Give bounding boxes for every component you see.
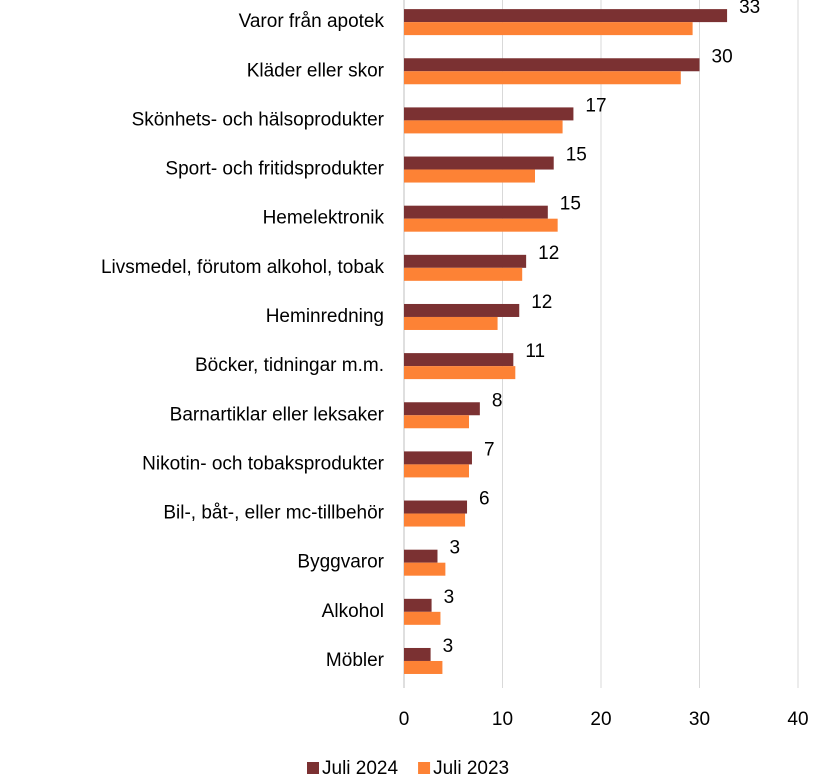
y-tick-label: Möbler bbox=[326, 650, 385, 671]
bar bbox=[404, 402, 480, 416]
bar bbox=[404, 451, 472, 465]
x-tick-label: 0 bbox=[399, 709, 410, 730]
y-tick-label: Böcker, tidningar m.m. bbox=[195, 355, 384, 376]
bar bbox=[404, 366, 516, 380]
bar bbox=[404, 303, 520, 317]
data-label: 12 bbox=[538, 243, 559, 264]
bar bbox=[404, 500, 468, 514]
x-tick-label: 20 bbox=[590, 709, 611, 730]
bar bbox=[404, 353, 514, 367]
legend-label: Juli 2023 bbox=[433, 758, 509, 779]
data-label: 30 bbox=[712, 46, 733, 67]
y-tick-label: Kläder eller skor bbox=[247, 60, 385, 81]
y-tick-label: Skönhets- och hälsoprodukter bbox=[132, 109, 385, 130]
data-label: 3 bbox=[449, 538, 460, 559]
bar bbox=[404, 611, 441, 625]
legend-swatch bbox=[307, 762, 319, 774]
y-tick-label: Sport- och fritidsprodukter bbox=[165, 159, 384, 180]
data-label: 8 bbox=[492, 390, 503, 411]
bar bbox=[404, 71, 681, 85]
y-tick-label: Heminredning bbox=[266, 306, 384, 327]
data-label: 17 bbox=[585, 95, 606, 116]
bar bbox=[404, 254, 527, 268]
data-label: 11 bbox=[525, 341, 545, 362]
bar bbox=[404, 156, 554, 170]
y-tick-label: Byggvaror bbox=[297, 552, 384, 573]
x-tick-label: 40 bbox=[787, 709, 808, 730]
legend-swatch bbox=[418, 762, 431, 774]
bar bbox=[404, 549, 438, 563]
y-tick-label: Bil-, båt-, eller mc-tillbehör bbox=[163, 503, 384, 524]
bar bbox=[404, 169, 536, 183]
y-tick-label: Varor från apotek bbox=[239, 11, 385, 32]
data-label: 12 bbox=[531, 292, 552, 313]
bar bbox=[404, 120, 563, 134]
x-tick-label: 10 bbox=[492, 709, 513, 730]
bar bbox=[404, 316, 498, 330]
y-tick-label: Hemelektronik bbox=[263, 208, 385, 229]
bar bbox=[404, 562, 446, 576]
x-tick-label: 30 bbox=[689, 709, 710, 730]
data-label: 15 bbox=[560, 194, 581, 215]
data-label: 6 bbox=[479, 489, 490, 510]
y-tick-label: Barnartiklar eller leksaker bbox=[170, 404, 385, 425]
y-tick-label: Nikotin- och tobaksprodukter bbox=[142, 453, 385, 474]
bar bbox=[404, 660, 443, 674]
legend-label: Juli 2024 bbox=[322, 758, 398, 779]
data-label: 3 bbox=[444, 587, 455, 608]
data-label: 3 bbox=[443, 636, 454, 657]
data-label: 33 bbox=[739, 0, 760, 18]
bar bbox=[404, 218, 558, 232]
bar bbox=[404, 22, 693, 36]
bar bbox=[404, 58, 700, 72]
bar bbox=[404, 107, 574, 121]
data-label: 15 bbox=[566, 145, 587, 166]
y-tick-label: Alkohol bbox=[322, 601, 384, 622]
bar bbox=[404, 647, 431, 661]
y-tick-label: Livsmedel, förutom alkohol, tobak bbox=[101, 257, 385, 278]
bar bbox=[404, 513, 466, 527]
bar bbox=[404, 267, 523, 281]
bar bbox=[404, 598, 432, 612]
bar bbox=[404, 415, 470, 429]
bar bbox=[404, 205, 548, 219]
data-label: 7 bbox=[484, 439, 495, 460]
bar bbox=[404, 9, 728, 23]
bar bbox=[404, 464, 470, 478]
